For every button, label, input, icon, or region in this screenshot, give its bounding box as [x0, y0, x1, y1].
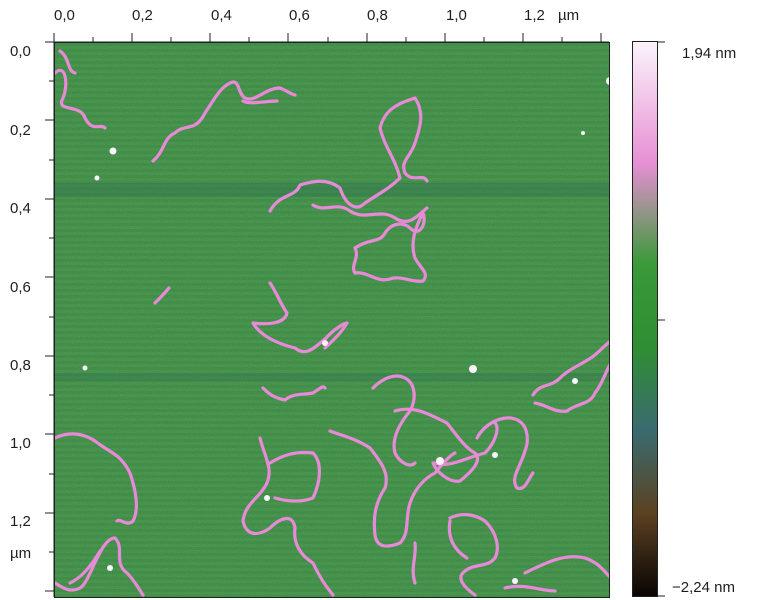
x-tick-5: 1,0: [446, 7, 467, 24]
height-color-scale: [632, 41, 658, 597]
y-tick-4: 0,8: [10, 357, 31, 374]
y-tick-0: 0,0: [10, 43, 31, 60]
scale-max-label: 1,94 nm: [682, 45, 737, 62]
particles: [82, 77, 609, 584]
x-tick-1: 0,2: [132, 7, 153, 24]
scale-min-label: −2,24 nm: [672, 579, 735, 596]
x-tick-3: 0,6: [289, 7, 310, 24]
scan-svg: [55, 43, 609, 597]
x-tick-6: 1,2: [524, 7, 545, 24]
y-tick-2: 0,4: [10, 200, 31, 217]
y-unit-label: µm: [10, 545, 32, 562]
x-tick-2: 0,4: [211, 7, 232, 24]
dna-strands: [55, 49, 609, 597]
afm-scan-image: [54, 42, 610, 598]
y-tick-5: 1,0: [10, 435, 31, 452]
y-tick-3: 0,6: [10, 279, 31, 296]
y-tick-6: 1,2: [10, 513, 31, 530]
x-tick-4: 0,8: [367, 7, 388, 24]
y-tick-1: 0,2: [10, 122, 31, 139]
x-unit-label: µm: [558, 7, 580, 24]
x-tick-0: 0,0: [54, 7, 75, 24]
